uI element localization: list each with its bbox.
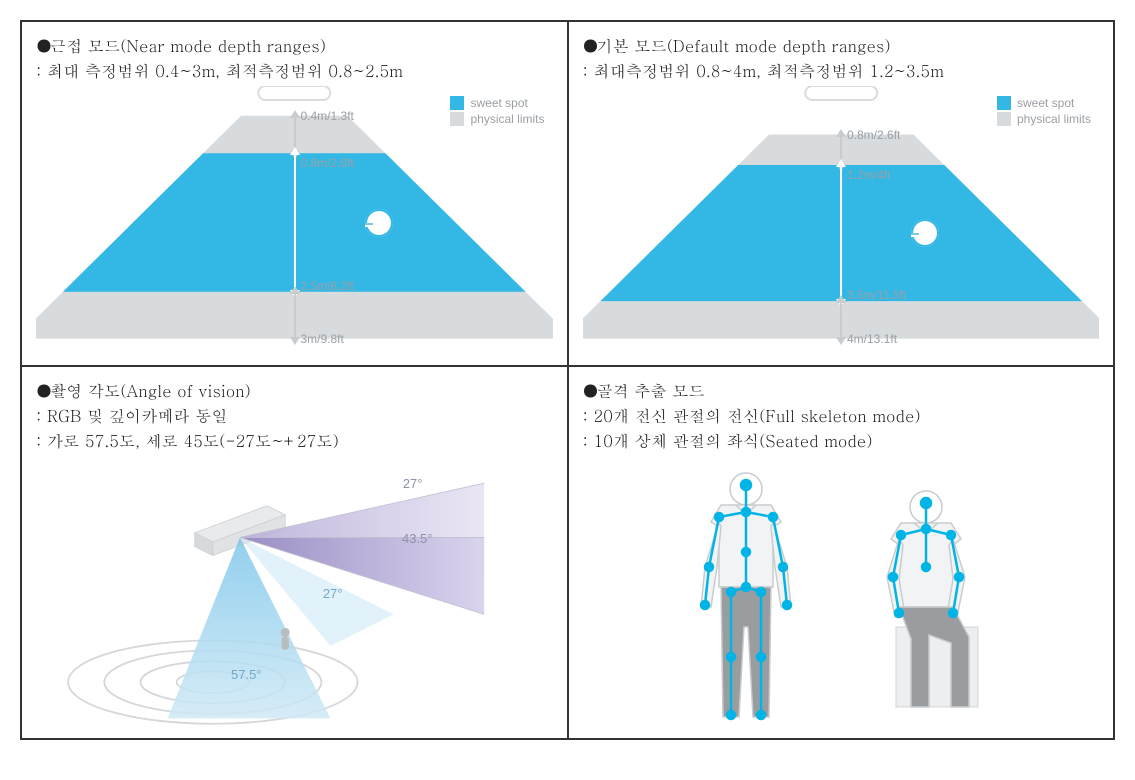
angle-diagram: 27° 43.5° 27° 57.5° [36, 456, 553, 727]
near-mode-title: ● 근접 모드(Near mode depth ranges) [36, 34, 553, 57]
bullet-icon: ● [36, 34, 50, 57]
depth-label: 1.2m/4ft [847, 168, 890, 182]
near-mode-title-ko: 근접 모드 [50, 34, 120, 57]
depth-legend: sweet spot physical limits [450, 94, 544, 128]
default-mode-range-text: : 최대측정범위 0.8~4m, 최적측정범위 1.2~3.5m [583, 59, 1100, 82]
depth-label: 2.5m/8.2ft [301, 279, 354, 293]
depth-label: 0.4m/1.3ft [301, 109, 354, 123]
skeleton-title-text: 골격 추출 모드 [597, 379, 1100, 402]
skeleton-line2-text: : 10개 상체 관절의 좌식(Seated mode) [583, 429, 1100, 452]
angle-label-top: 27° [403, 476, 423, 491]
bullet-icon: ● [583, 379, 597, 402]
cell-default-mode: ● 기본 모드(Default mode depth ranges) : 최대측… [568, 21, 1115, 366]
depth-label: 3m/9.8ft [301, 332, 344, 346]
skeleton-title: ● 골격 추출 모드 [583, 379, 1100, 402]
depth-label: 3.5m/11.5ft [847, 288, 906, 302]
default-mode-title-en: (Default mode depth ranges) [667, 34, 891, 57]
depth-arrow [840, 165, 842, 301]
angle-label-mid: 43.5° [402, 531, 433, 546]
angle-line1-text: : RGB 및 깊이카메라 동일 [36, 404, 553, 427]
angle-line2: : 가로 57.5도, 세로 45도(-27도~+27도) [36, 429, 553, 452]
skeleton-line2: : 10개 상체 관절의 좌식(Seated mode) [583, 429, 1100, 452]
angle-line1: : RGB 및 깊이카메라 동일 [36, 404, 553, 427]
bullet-icon: ● [36, 379, 50, 402]
angle-svg [36, 456, 553, 727]
skeleton-line1: : 20개 전신 관절의 전신(Full skeleton mode) [583, 404, 1100, 427]
near-mode-diagram: 0.4m/1.3ft 0.8m/2.6ft 2.5m/8.2ft 3m/9.8ft sw… [36, 86, 553, 353]
default-mode-diagram: 0.8m/2.6ft 1.2m/4ft 3.5m/11.5ft 4m/13.1ft sw… [583, 86, 1100, 353]
near-mode-range-text: : 최대 측정범위 0.4~3m, 최적측정범위 0.8~2.5m [36, 59, 553, 82]
full-skeleton-figure [681, 467, 811, 727]
legend-limits-label: physical limits [1017, 112, 1091, 126]
cell-angle-of-vision: ● 촬영 각도(Angle of vision) : RGB 및 깊이카메라 동… [21, 366, 568, 739]
spec-grid: ● 근접 모드(Near mode depth ranges) : 최대 측정범… [20, 20, 1115, 740]
seated-skeleton-figure [851, 467, 1001, 727]
person-head-icon [365, 209, 393, 237]
depth-legend: sweet spot physical limits [997, 94, 1091, 128]
angle-title-en: (Angle of vision) [120, 379, 251, 402]
bullet-icon: ● [583, 34, 597, 57]
cell-skeleton-mode: ● 골격 추출 모드 : 20개 전신 관절의 전신(Full skeleton… [568, 366, 1115, 739]
depth-arrow [840, 301, 842, 339]
angle-line2-text: : 가로 57.5도, 세로 45도(-27도~+27도) [36, 429, 553, 452]
depth-label: 0.8m/2.6ft [847, 128, 900, 142]
legend-sweet-label: sweet spot [470, 96, 527, 110]
angle-title-ko: 촬영 각도 [50, 379, 120, 402]
angle-title: ● 촬영 각도(Angle of vision) [36, 379, 553, 402]
skeleton-line1-text: : 20개 전신 관절의 전신(Full skeleton mode) [583, 404, 1100, 427]
depth-label: 4m/13.1ft [847, 332, 897, 346]
legend-sweet-label: sweet spot [1017, 96, 1074, 110]
near-mode-title-en: (Near mode depth ranges) [120, 34, 326, 57]
depth-arrow [294, 292, 296, 339]
angle-label-bot: 27° [323, 586, 343, 601]
default-mode-title: ● 기본 모드(Default mode depth ranges) [583, 34, 1100, 57]
depth-label: 0.8m/2.6ft [301, 156, 354, 170]
default-mode-range: : 최대측정범위 0.8~4m, 최적측정범위 1.2~3.5m [583, 59, 1100, 82]
legend-limits-label: physical limits [470, 112, 544, 126]
cell-near-mode: ● 근접 모드(Near mode depth ranges) : 최대 측정범… [21, 21, 568, 366]
skeleton-diagram [583, 456, 1100, 727]
depth-arrow [294, 153, 296, 292]
angle-label-floor: 57.5° [231, 667, 262, 682]
default-mode-title-ko: 기본 모드 [597, 34, 667, 57]
near-mode-range: : 최대 측정범위 0.4~3m, 최적측정범위 0.8~2.5m [36, 59, 553, 82]
